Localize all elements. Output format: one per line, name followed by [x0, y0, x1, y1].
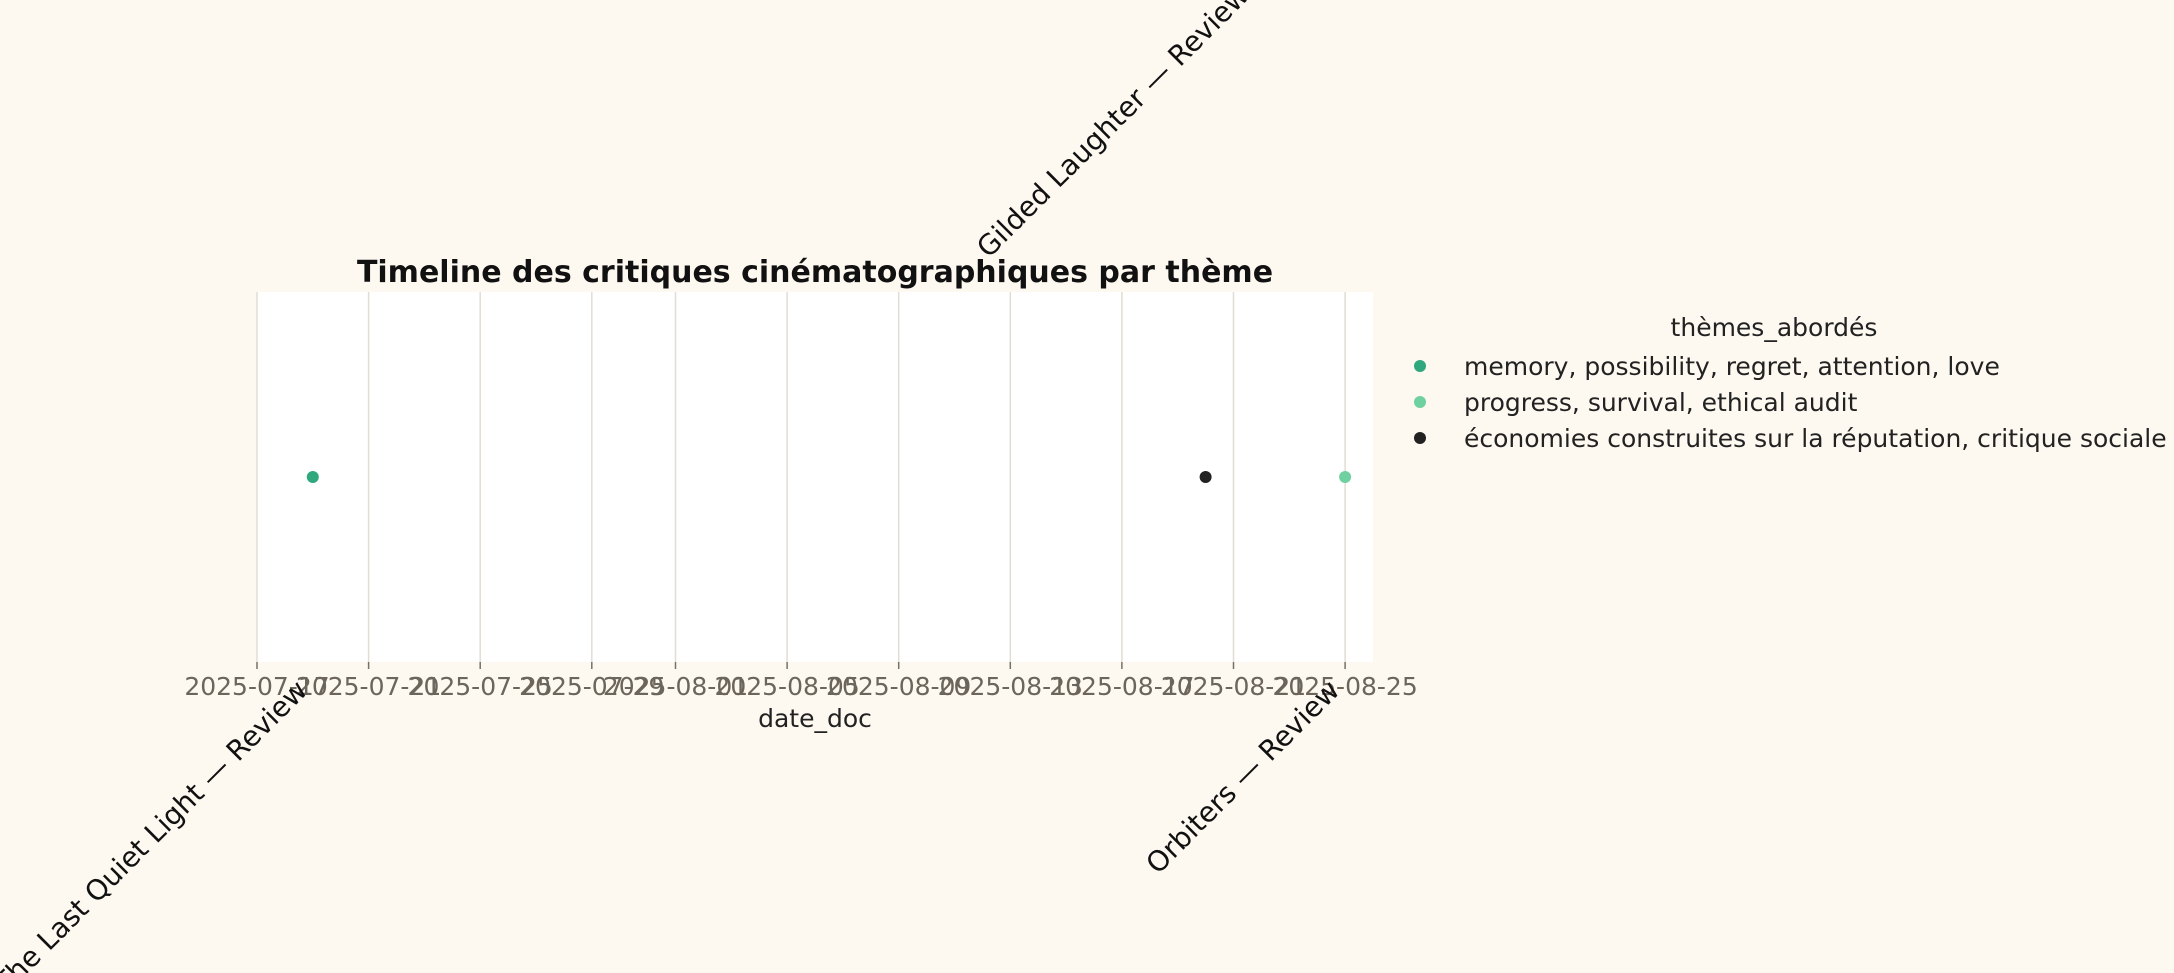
x-tick-label: 2025-08-09 [826, 672, 971, 701]
x-tick-label: 2025-08-01 [603, 672, 748, 701]
chart-title: Timeline des critiques cinématographique… [357, 255, 1273, 290]
x-tick-label: 2025-07-29 [519, 672, 664, 701]
x-tick-label: 2025-07-17 [184, 672, 329, 701]
x-tick-label: 2025-08-05 [714, 672, 859, 701]
point-label: Gilded Laughter — Review [970, 0, 1255, 264]
x-tick-label: 2025-08-13 [938, 672, 1083, 701]
legend-entry: progress, survival, ethical audit [1464, 388, 1858, 417]
x-tick-label: 2025-07-25 [408, 672, 553, 701]
x-tick-label: 2025-08-17 [1049, 672, 1194, 701]
x-axis-label: date_doc [758, 704, 872, 733]
legend-entry: memory, possibility, regret, attention, … [1464, 352, 2000, 381]
plot-area [257, 292, 1373, 662]
legend-title: thèmes_abordés [1671, 313, 1878, 342]
x-tick-label: 2025-07-21 [296, 672, 441, 701]
point-label: Orbiters — Review [1139, 674, 1346, 881]
legend-marker [1414, 432, 1426, 444]
legend-entry: économies construites sur la réputation,… [1464, 424, 2167, 453]
data-points [306, 471, 1352, 483]
x-ticks: 2025-07-172025-07-212025-07-252025-07-29… [184, 662, 1418, 701]
legend-marker [1414, 360, 1426, 372]
data-point [1199, 471, 1212, 483]
point-label: The Last Quiet Light — Review [0, 674, 314, 973]
x-tick-label: 2025-08-21 [1161, 672, 1306, 701]
data-point [1339, 471, 1352, 483]
legend: thèmes_abordés memory, possibility, regr… [1414, 313, 2167, 453]
legend-marker [1414, 396, 1426, 408]
x-tick-label: 2025-08-25 [1272, 672, 1417, 701]
data-point [306, 471, 319, 483]
